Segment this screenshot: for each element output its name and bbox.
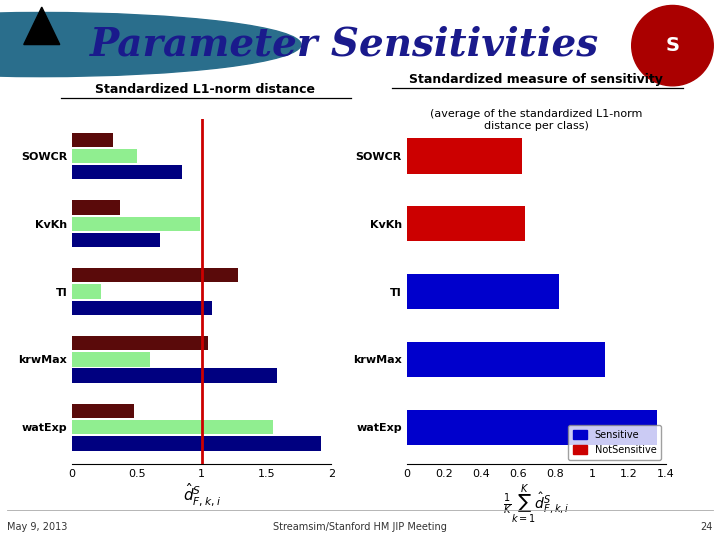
Bar <box>72 217 200 231</box>
Bar <box>72 404 134 418</box>
Legend: Sensitive, NotSensitive: Sensitive, NotSensitive <box>568 425 661 460</box>
Text: Standardized measure of sensitivity: Standardized measure of sensitivity <box>410 73 663 86</box>
Bar <box>72 149 137 163</box>
Text: (average of the standardized L1-norm
distance per class): (average of the standardized L1-norm dis… <box>431 109 642 131</box>
Circle shape <box>0 12 301 77</box>
Circle shape <box>631 5 714 86</box>
Bar <box>72 285 101 299</box>
Bar <box>72 352 150 367</box>
Bar <box>407 409 657 445</box>
Bar <box>407 342 605 377</box>
Bar <box>72 268 238 282</box>
X-axis label: $\hat{d}^S_{F,k,i}$: $\hat{d}^S_{F,k,i}$ <box>183 482 220 509</box>
Bar <box>407 274 559 309</box>
Text: 24: 24 <box>701 522 713 532</box>
Bar <box>72 165 182 179</box>
Bar <box>72 336 208 350</box>
Text: Streamsim/Stanford HM JIP Meeting: Streamsim/Stanford HM JIP Meeting <box>273 522 447 532</box>
X-axis label: $\frac{1}{K}\sum_{k=1}^{K}\hat{d}^S_{F,k,i}$: $\frac{1}{K}\sum_{k=1}^{K}\hat{d}^S_{F,k… <box>503 482 570 526</box>
Bar <box>72 436 321 450</box>
Bar <box>72 233 160 247</box>
Bar <box>72 301 212 315</box>
Bar <box>407 138 521 174</box>
Bar <box>407 206 526 241</box>
Text: Parameter Sensitivities: Parameter Sensitivities <box>90 25 599 64</box>
Bar <box>72 368 276 383</box>
Bar <box>72 133 114 147</box>
Text: Standardized L1-norm distance: Standardized L1-norm distance <box>95 83 315 96</box>
Text: S: S <box>665 36 680 55</box>
Bar <box>72 420 273 434</box>
Text: May 9, 2013: May 9, 2013 <box>7 522 68 532</box>
Bar <box>72 200 120 215</box>
Polygon shape <box>24 7 60 45</box>
